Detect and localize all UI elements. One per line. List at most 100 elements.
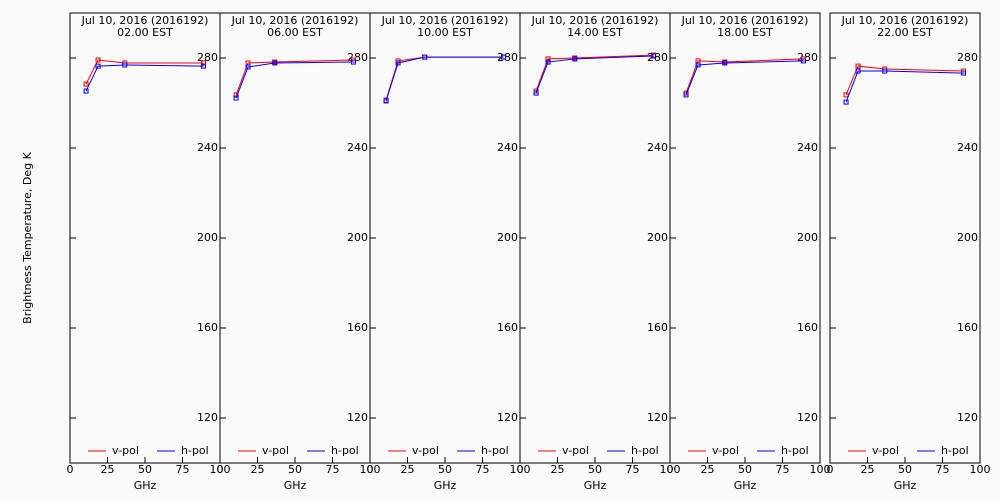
y-tick-label: 120	[957, 411, 978, 424]
y-tick-label: 200	[497, 231, 518, 244]
panel-subtitle: 10.00 EST	[417, 26, 473, 39]
panel-subtitle: 18.00 EST	[717, 26, 773, 39]
point-marker	[122, 62, 128, 68]
point-marker	[201, 63, 206, 69]
y-tick-label: 240	[797, 141, 818, 154]
x-tick-label: 0	[517, 463, 524, 476]
point-marker	[882, 68, 888, 74]
y-tick-label: 240	[957, 141, 978, 154]
y-tick-label: 160	[797, 321, 818, 334]
series-line	[235, 61, 354, 99]
y-tick-label: 280	[957, 51, 978, 64]
series-line	[535, 55, 654, 94]
panel-title: Jul 10, 2016 (2016192)	[231, 14, 359, 27]
y-tick-label: 240	[197, 141, 218, 154]
series-line	[385, 56, 504, 102]
panel: Jul 10, 2016 (2016192)18.00 EST GHz 0 25 50 7…	[667, 12, 831, 492]
panel-title: Jul 10, 2016 (2016192)	[531, 14, 659, 27]
x-tick-label: 100	[970, 463, 991, 476]
legend-label: v-pol	[262, 444, 289, 457]
legend-label: v-pol	[712, 444, 739, 457]
panel-subtitle: 22.00 EST	[877, 26, 933, 39]
panel-subtitle: 06.00 EST	[267, 26, 323, 39]
x-axis-label: GHz	[584, 479, 607, 492]
x-tick-label: 25	[551, 463, 565, 476]
point-marker	[233, 95, 239, 101]
y-tick-label: 160	[497, 321, 518, 334]
legend-label: v-pol	[412, 444, 439, 457]
y-tick-label: 160	[197, 321, 218, 334]
panel-title: Jul 10, 2016 (2016192)	[681, 14, 809, 27]
y-tick-label: 280	[347, 51, 368, 64]
point-marker	[572, 56, 578, 62]
y-tick-label: 200	[957, 231, 978, 244]
x-tick-label: 50	[438, 463, 452, 476]
panel-title: Jul 10, 2016 (2016192)	[81, 14, 209, 27]
panel: Jul 10, 2016 (2016192)06.00 EST GHz 0 25 50 7…	[217, 12, 381, 492]
point-marker	[722, 60, 728, 66]
panel-title: Jul 10, 2016 (2016192)	[841, 14, 969, 27]
x-tick-label: 50	[898, 463, 912, 476]
legend-label: h-pol	[781, 444, 809, 457]
panel: Jul 10, 2016 (2016192)14.00 EST GHz 0 25 50 7…	[517, 12, 681, 492]
y-tick-label: 120	[797, 411, 818, 424]
series-line	[535, 54, 654, 92]
point-marker	[95, 63, 101, 69]
y-axis-label: Brightness Temperature, Deg K	[21, 151, 34, 323]
series-line	[685, 58, 804, 94]
point-marker	[395, 60, 401, 66]
x-tick-label: 25	[251, 463, 265, 476]
y-tick-label: 280	[647, 51, 668, 64]
panel-title: Jul 10, 2016 (2016192)	[381, 14, 509, 27]
point-marker	[245, 64, 251, 70]
point-marker	[83, 81, 89, 87]
point-marker	[83, 88, 89, 94]
y-tick-label: 160	[347, 321, 368, 334]
x-tick-label: 75	[326, 463, 340, 476]
point-marker	[843, 92, 849, 98]
legend-label: h-pol	[331, 444, 359, 457]
point-marker	[272, 60, 278, 66]
panel: Jul 10, 2016 (2016192)22.00 EST GHz 0 25 50 7…	[827, 12, 991, 492]
x-tick-label: 100	[360, 463, 381, 476]
y-tick-label: 120	[647, 411, 668, 424]
x-tick-label: 75	[776, 463, 790, 476]
x-tick-label: 0	[827, 463, 834, 476]
series-line	[845, 70, 964, 103]
y-tick-label: 280	[197, 51, 218, 64]
x-tick-label: 0	[367, 463, 374, 476]
panel-subtitle: 02.00 EST	[117, 26, 173, 39]
y-tick-label: 240	[347, 141, 368, 154]
legend-label: h-pol	[481, 444, 509, 457]
x-tick-label: 75	[176, 463, 190, 476]
y-tick-label: 120	[347, 411, 368, 424]
x-axis-label: GHz	[894, 479, 917, 492]
x-tick-label: 50	[738, 463, 752, 476]
point-marker	[651, 53, 656, 59]
y-tick-label: 200	[197, 231, 218, 244]
y-tick-label: 280	[797, 51, 818, 64]
panel: Jul 10, 2016 (2016192)10.00 EST GHz 0 25 50 7…	[367, 12, 531, 492]
x-tick-label: 25	[701, 463, 715, 476]
y-tick-label: 160	[957, 321, 978, 334]
series-line	[85, 64, 204, 92]
x-tick-label: 100	[660, 463, 681, 476]
x-tick-label: 25	[101, 463, 115, 476]
x-axis-label: GHz	[134, 479, 157, 492]
y-tick-label: 160	[647, 321, 668, 334]
series-line	[85, 59, 204, 85]
point-marker	[545, 59, 551, 65]
point-marker	[695, 62, 701, 68]
point-marker	[351, 59, 356, 65]
legend-label: v-pol	[112, 444, 139, 457]
x-tick-label: 50	[138, 463, 152, 476]
x-tick-label: 75	[476, 463, 490, 476]
x-axis-label: GHz	[434, 479, 457, 492]
x-axis-label: GHz	[734, 479, 757, 492]
legend-label: h-pol	[631, 444, 659, 457]
point-marker	[201, 60, 206, 66]
series-line	[685, 60, 804, 96]
series-line	[235, 59, 354, 96]
point-marker	[683, 92, 689, 98]
